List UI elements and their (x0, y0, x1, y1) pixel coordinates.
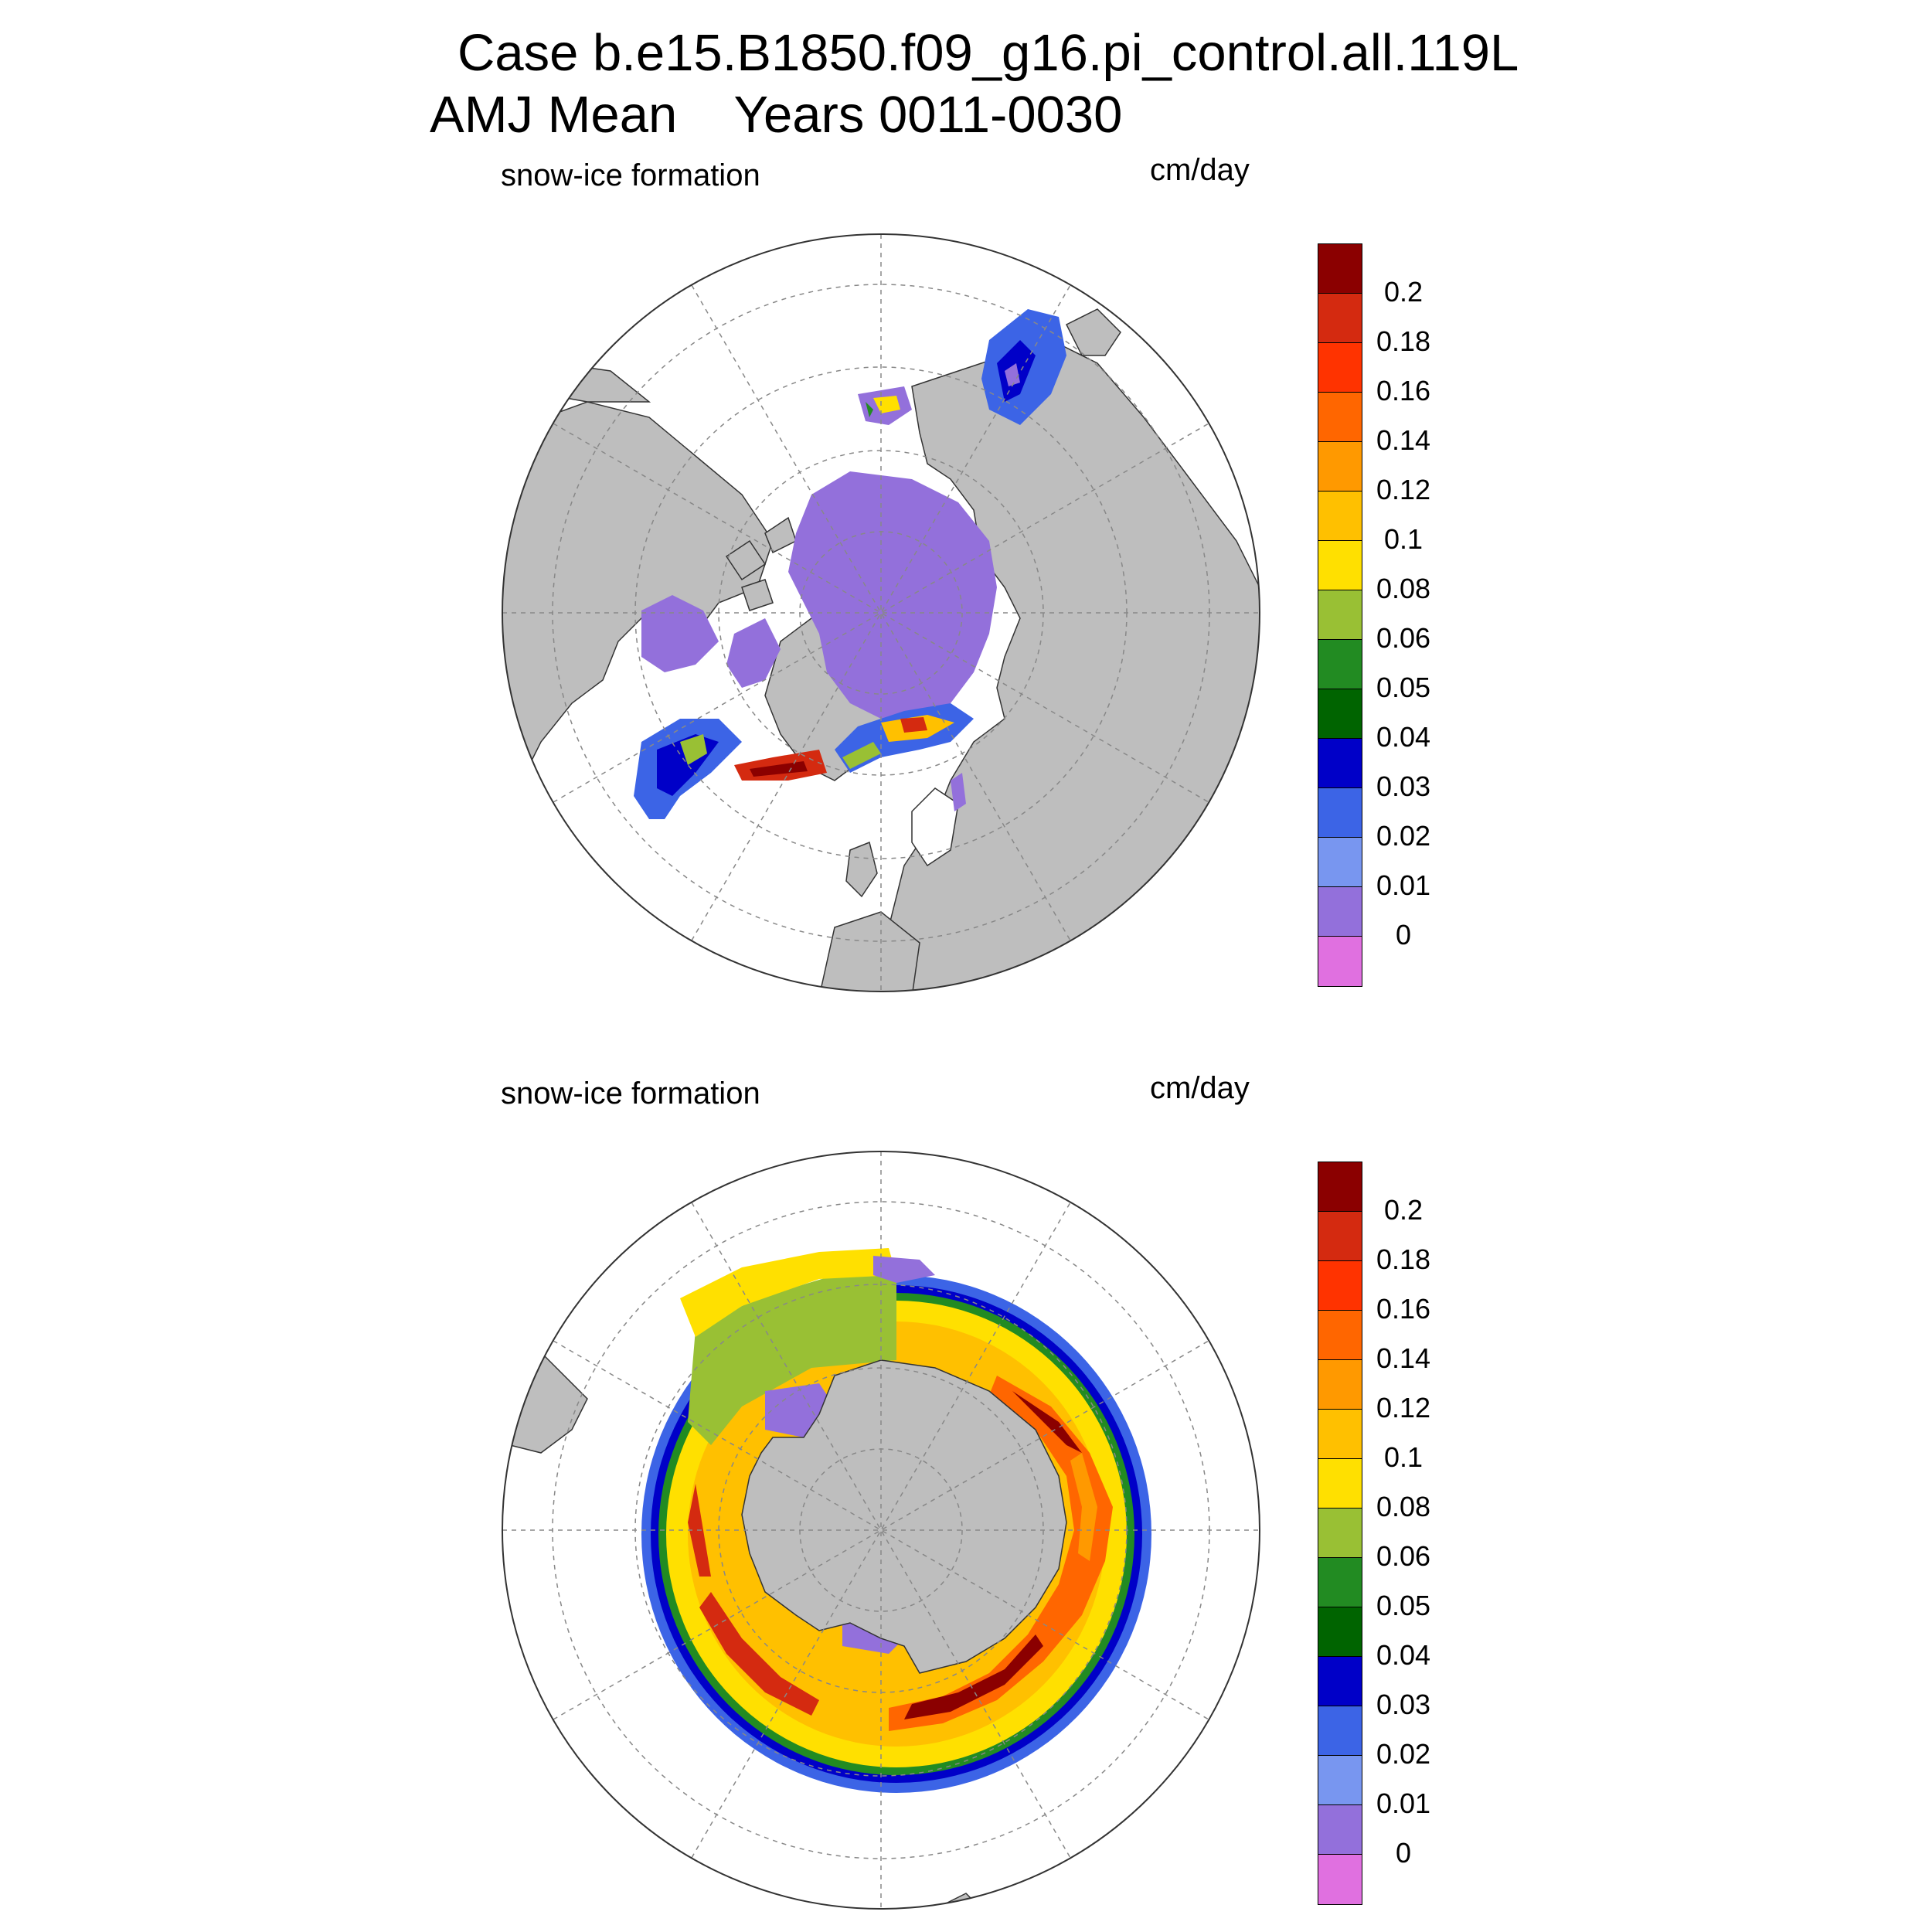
colorbar-tick-label: 0.14 (1376, 424, 1431, 456)
colorbar-tick-label: 0.08 (1376, 1491, 1431, 1522)
colorbar-tick-label: 0.08 (1376, 573, 1431, 604)
colorbar-swatch (1318, 1311, 1362, 1360)
colorbar-tick-label: 0.01 (1376, 869, 1431, 901)
colorbar-tick-label: 0.1 (1383, 1441, 1423, 1473)
south-units-label: cm/day (1150, 1071, 1250, 1105)
colorbar-tick-label: 0 (1395, 1837, 1412, 1869)
colorbar-tick-label: 0.06 (1376, 1540, 1431, 1572)
north-variable-label: snow-ice formation (501, 158, 760, 192)
figure-title-case: Case b.e15.B1850.f09_g16.pi_control.all.… (457, 24, 1519, 82)
colorbar-swatch (1318, 1360, 1362, 1410)
colorbar-tick-label: 0.2 (1383, 276, 1423, 308)
south-polar-map (502, 1151, 1260, 1910)
colorbar-tick-label: 0.16 (1376, 375, 1431, 406)
colorbar-swatch (1318, 294, 1362, 343)
colorbar-tick-label: 0.18 (1376, 1243, 1431, 1275)
colorbar-swatch (1318, 1261, 1362, 1311)
colorbar-swatch (1318, 492, 1362, 541)
colorbar-swatch (1318, 1657, 1362, 1706)
colorbar-tick-label: 0.12 (1376, 1392, 1431, 1423)
north-colorbar (1318, 243, 1362, 987)
colorbar-tick-label: 0.02 (1376, 820, 1431, 852)
colorbar-tick-label: 0.03 (1376, 1689, 1431, 1720)
colorbar-tick-label: 0.04 (1376, 721, 1431, 753)
colorbar-swatch (1318, 1212, 1362, 1261)
colorbar-swatch (1318, 1756, 1362, 1805)
colorbar-tick-label: 0.18 (1376, 325, 1431, 357)
colorbar-swatch (1318, 393, 1362, 442)
colorbar-tick-label: 0.14 (1376, 1342, 1431, 1374)
colorbar-swatch (1318, 640, 1362, 689)
colorbar-swatch (1318, 541, 1362, 590)
figure-title-period: AMJ Mean Years 0011-0030 (430, 86, 1123, 144)
colorbar-swatch (1318, 788, 1362, 838)
colorbar-tick-label: 0.05 (1376, 672, 1431, 703)
colorbar-tick-label: 0.04 (1376, 1639, 1431, 1671)
north-units-label: cm/day (1150, 153, 1250, 187)
colorbar-tick-label: 0 (1395, 919, 1412, 951)
south-map-border (502, 1151, 1260, 1910)
colorbar-swatch (1318, 1706, 1362, 1756)
north-map-border (502, 233, 1260, 992)
colorbar-swatch (1318, 590, 1362, 640)
colorbar-tick-label: 0.16 (1376, 1293, 1431, 1325)
colorbar-swatch (1318, 442, 1362, 492)
south-colorbar (1318, 1162, 1362, 1905)
colorbar-swatch (1318, 1410, 1362, 1459)
colorbar-tick-label: 0.01 (1376, 1787, 1431, 1819)
colorbar-swatch (1318, 887, 1362, 937)
colorbar-swatch (1318, 689, 1362, 739)
colorbar-swatch (1318, 244, 1362, 294)
colorbar-tick-label: 0.05 (1376, 1590, 1431, 1621)
colorbar-swatch (1318, 739, 1362, 788)
colorbar-tick-label: 0.12 (1376, 474, 1431, 505)
colorbar-tick-label: 0.03 (1376, 770, 1431, 802)
colorbar-tick-label: 0.1 (1383, 523, 1423, 555)
colorbar-tick-label: 0.06 (1376, 622, 1431, 654)
colorbar-swatch (1318, 1855, 1362, 1904)
colorbar-swatch (1318, 838, 1362, 887)
colorbar-swatch (1318, 1509, 1362, 1558)
north-sea-ice-field (634, 309, 1066, 819)
antarctica-land (741, 1359, 1067, 1674)
south-variable-label: snow-ice formation (501, 1077, 760, 1111)
colorbar-swatch (1318, 1558, 1362, 1607)
south-graticule (502, 1151, 1260, 1909)
colorbar-swatch (1318, 1607, 1362, 1657)
north-polar-map (502, 233, 1260, 992)
colorbar-swatch (1318, 937, 1362, 986)
colorbar-swatch (1318, 1162, 1362, 1212)
colorbar-tick-label: 0.2 (1383, 1194, 1423, 1226)
north-graticule (502, 234, 1260, 992)
colorbar-swatch (1318, 1459, 1362, 1509)
colorbar-swatch (1318, 1805, 1362, 1855)
colorbar-swatch (1318, 343, 1362, 393)
colorbar-tick-label: 0.02 (1376, 1738, 1431, 1770)
